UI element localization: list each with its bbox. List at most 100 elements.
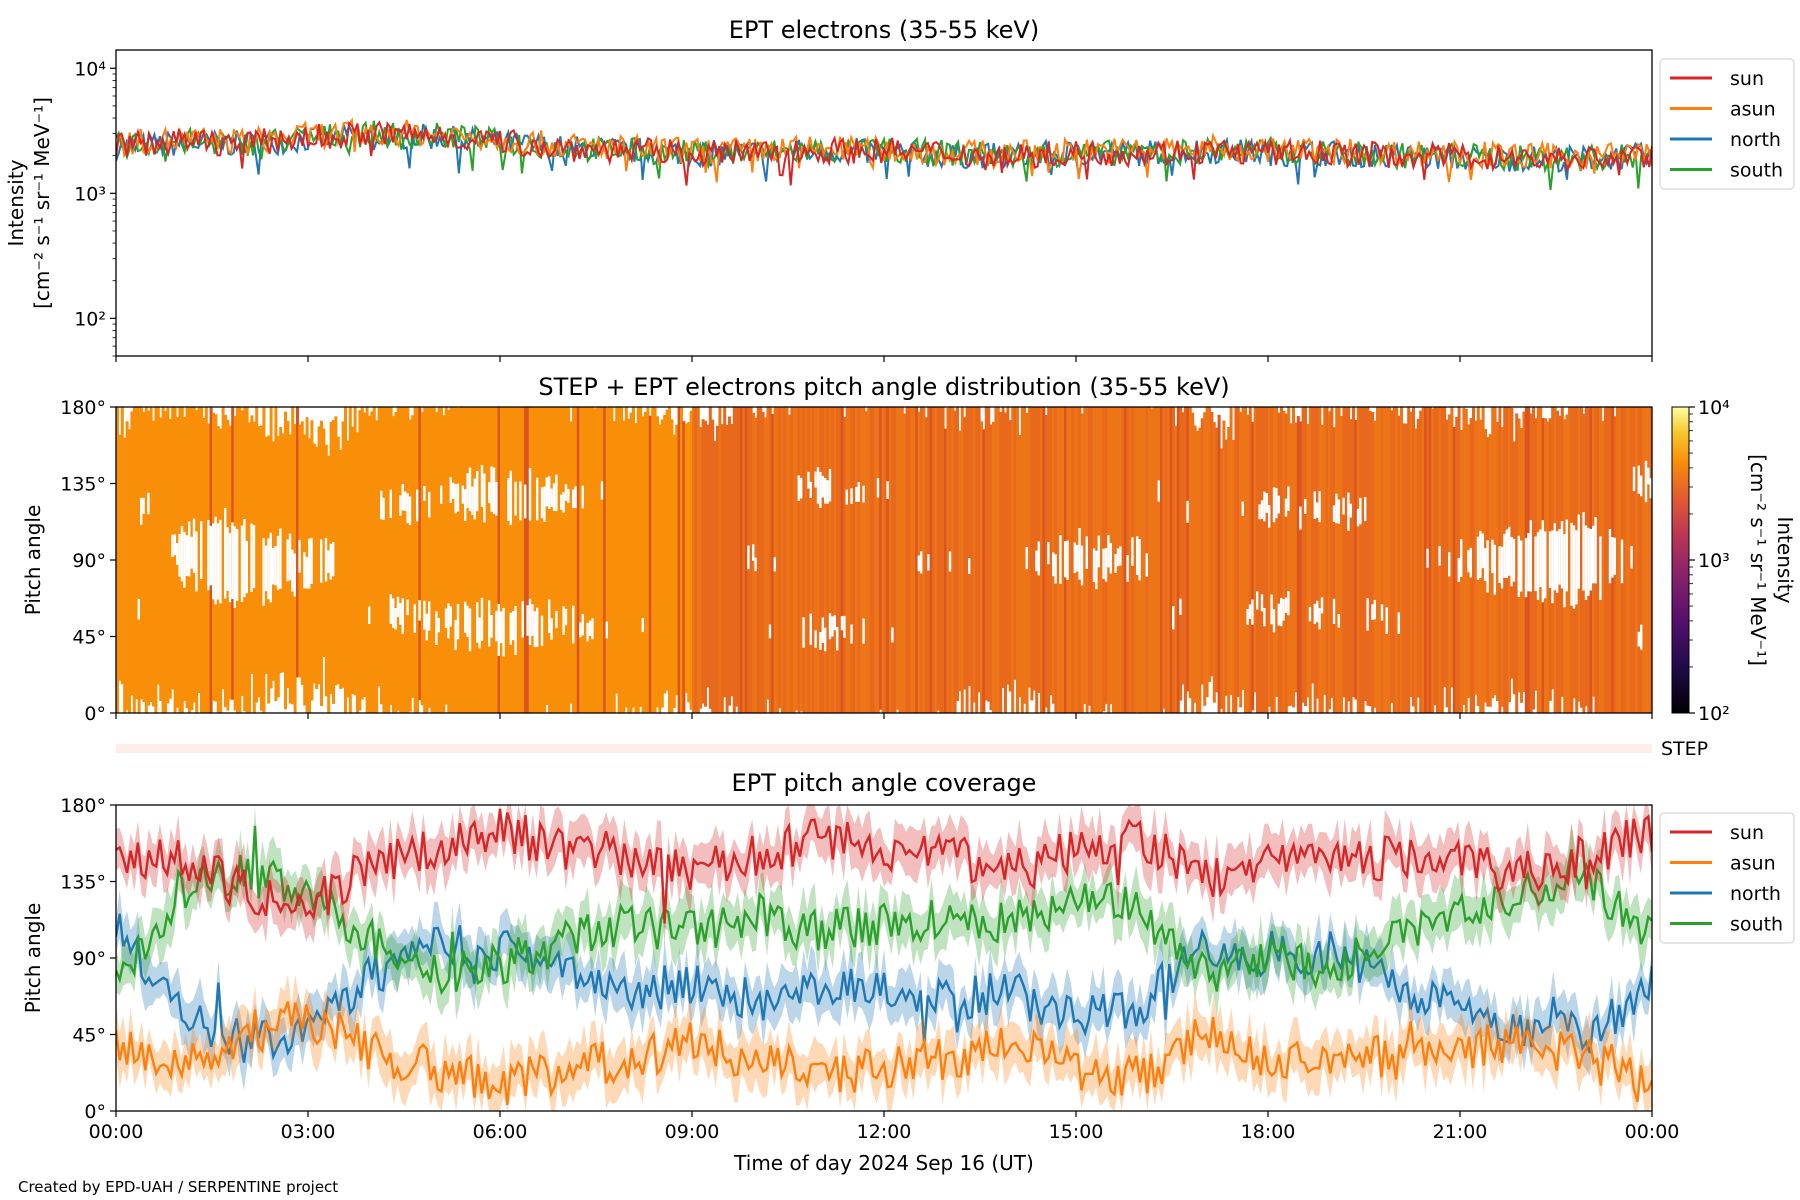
heatmap-column (975, 407, 979, 713)
heatmap-column (831, 407, 835, 713)
heatmap-column (1282, 410, 1286, 713)
heatmap-column (1172, 407, 1175, 713)
heatmap-column (908, 407, 911, 713)
panel2-ytick-label: 180° (60, 397, 106, 419)
heatmap-gap (464, 601, 467, 633)
heatmap-column (980, 421, 983, 713)
panel1-ylabel-line1: Intensity (4, 159, 28, 246)
heatmap-column (1289, 423, 1293, 706)
heatmap-gap (401, 484, 405, 511)
heatmap-column (1419, 410, 1423, 713)
heatmap-gap (526, 605, 530, 636)
heatmap-gap (752, 544, 755, 561)
heatmap-column (759, 407, 763, 713)
heatmap-gap (183, 531, 187, 588)
heatmap-gap (437, 618, 441, 633)
heatmap-column (972, 407, 976, 703)
heatmap-gap (1553, 523, 1557, 591)
heatmap-column (912, 407, 916, 713)
heatmap-column (588, 407, 592, 713)
panel3-ytick-label: 45° (72, 1025, 106, 1047)
heatmap-gap (1263, 608, 1267, 627)
heatmap-column (1604, 407, 1607, 713)
heatmap-gap (1637, 631, 1641, 647)
heatmap-column (646, 407, 650, 713)
heatmap-column (411, 415, 415, 698)
heatmap-column (915, 407, 919, 713)
heatmap-column (1150, 408, 1154, 713)
heatmap-column (1224, 439, 1228, 696)
heatmap-gap (824, 478, 827, 504)
heatmap-column (836, 407, 839, 713)
heatmap-column (344, 407, 347, 713)
heatmap-gap (178, 533, 182, 577)
heatmap-column (905, 407, 909, 713)
heatmap-column (1251, 421, 1255, 711)
heatmap-column (152, 420, 155, 707)
heatmap-column (1452, 426, 1456, 713)
heatmap-column (1359, 407, 1363, 713)
heatmap-column (1068, 407, 1072, 713)
heatmap-gap (274, 546, 278, 586)
heatmap-column (965, 407, 969, 713)
heatmap-gap (418, 600, 422, 621)
heatmap-column (699, 427, 703, 709)
heatmap-gap (1486, 540, 1490, 593)
heatmap-column (689, 410, 693, 710)
heatmap-gap (543, 486, 547, 522)
heatmap-column (1400, 407, 1403, 713)
heatmap-column (430, 407, 434, 713)
heatmap-column (572, 407, 575, 713)
heatmap-gap (454, 619, 458, 650)
heatmap-column (840, 407, 844, 713)
heatmap-gap (1126, 555, 1130, 582)
heatmap-column (804, 407, 808, 713)
heatmap-gap (480, 597, 484, 641)
heatmap-column (459, 407, 463, 713)
heatmap-column (1496, 421, 1499, 701)
heatmap-column (1140, 407, 1144, 713)
heatmap-column (807, 407, 811, 713)
heatmap-gap (1560, 521, 1564, 589)
heatmap-column (692, 407, 695, 713)
heatmap-gap (1308, 606, 1312, 622)
heatmap-column (783, 407, 787, 713)
heatmap-column (617, 407, 621, 713)
heatmap-column (466, 407, 470, 713)
heatmap-gap (454, 484, 458, 514)
heatmap-column (1416, 418, 1420, 698)
panel3-xtick-label: 15:00 (1049, 1121, 1104, 1143)
heatmap-gap (927, 554, 931, 571)
heatmap-column (432, 407, 436, 713)
heatmap-gap (416, 489, 419, 522)
heatmap-column (1623, 407, 1627, 713)
panel3-ylabel: Pitch angle (21, 903, 45, 1014)
heatmap-gap (236, 529, 239, 601)
heatmap-gap (509, 470, 513, 526)
heatmap-column (423, 407, 427, 713)
heatmap-gap (1320, 597, 1324, 614)
heatmap-column (418, 407, 422, 701)
heatmap-column (1006, 407, 1010, 685)
heatmap-gap (591, 618, 595, 640)
heatmap-column (1205, 407, 1209, 698)
heatmap-column (149, 407, 153, 702)
heatmap-column (867, 407, 871, 713)
heatmap-gap (408, 496, 412, 526)
heatmap-gap (814, 630, 818, 648)
heatmap-column (353, 407, 357, 696)
footer-credit: Created by EPD-UAH / SERPENTINE project (18, 1178, 338, 1196)
heatmap-column (1169, 407, 1173, 713)
heatmap-column (944, 428, 947, 713)
heatmap-column (401, 407, 405, 713)
heatmap-column (1001, 407, 1005, 688)
heatmap-gap (819, 471, 823, 509)
heatmap-column (792, 407, 796, 713)
heatmap-gap (490, 615, 494, 638)
heatmap-gap (1505, 529, 1509, 578)
heatmap-column (843, 417, 847, 713)
heatmap-gap (581, 485, 585, 509)
heatmap-gap (466, 605, 470, 638)
heatmap-column (1215, 427, 1219, 693)
